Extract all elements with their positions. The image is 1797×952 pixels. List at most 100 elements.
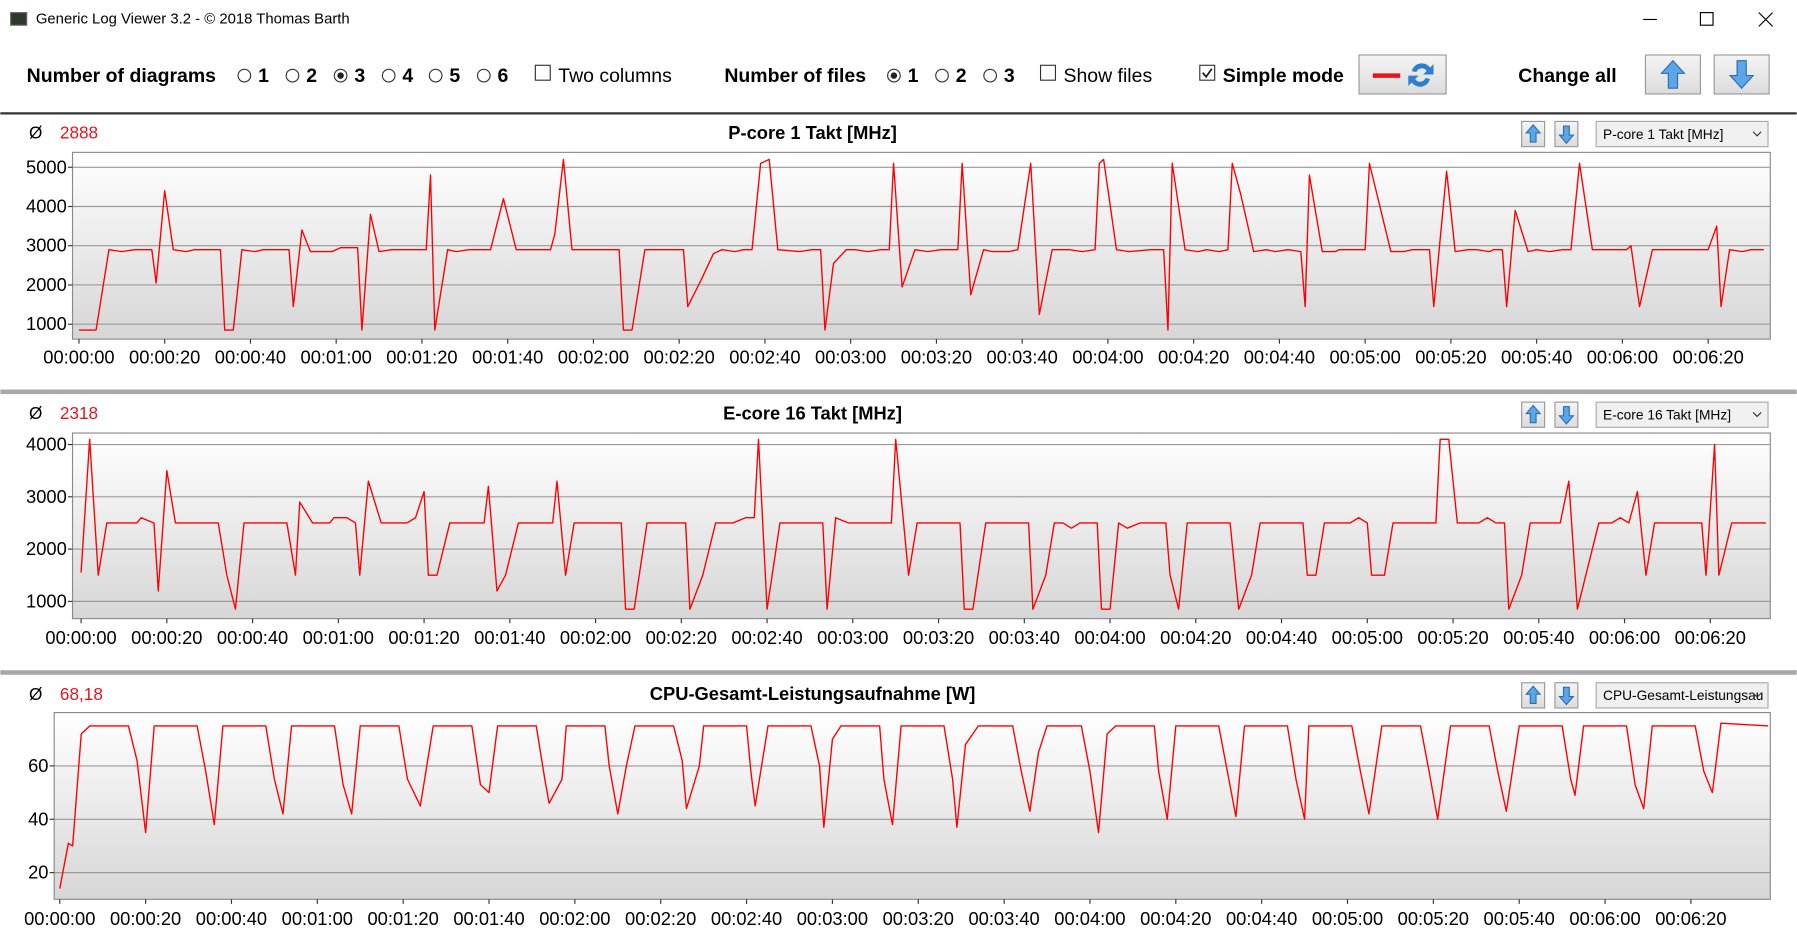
move-up-button[interactable] (1521, 120, 1546, 148)
dropdown-arrow (1752, 692, 1762, 698)
down-arrow (1558, 406, 1575, 425)
y-tick-label: 3000 (26, 235, 67, 256)
data-line (80, 438, 1767, 610)
x-tick-label: 00:01:00 (303, 627, 374, 648)
checkbox-box[interactable] (534, 64, 551, 81)
diagrams-label: Number of diagrams (27, 65, 216, 87)
dropdown-box (1595, 682, 1769, 709)
x-tick-label: 00:05:20 (1417, 627, 1488, 648)
dropdown-arrow (1752, 131, 1762, 137)
x-tick-label: 00:00:00 (24, 908, 95, 929)
data-line (59, 722, 1769, 889)
x-tick-label: 00:00:00 (43, 346, 114, 367)
change-all-label: Change all (1518, 65, 1616, 87)
x-tick-label: 00:06:20 (1672, 346, 1743, 367)
checkbox[interactable]: Two columns (534, 64, 672, 87)
x-tick-label: 00:02:40 (729, 346, 800, 367)
channel-dropdown[interactable]: E-core 16 Takt [MHz] (1595, 401, 1769, 428)
x-tick-label: 00:05:20 (1415, 346, 1486, 367)
radio-button[interactable] (285, 68, 300, 83)
radio-option[interactable]: 3 (333, 65, 365, 87)
x-tick-label: 00:04:00 (1074, 627, 1145, 648)
radio-button[interactable] (381, 68, 396, 83)
x-tick-label: 00:02:20 (625, 908, 696, 929)
x-tick-label: 00:02:40 (711, 908, 782, 929)
channel-dropdown[interactable]: CPU-Gesamt-Leistungsau (1595, 682, 1769, 709)
move-down-button[interactable] (1554, 401, 1579, 428)
x-tick-label: 00:05:40 (1484, 908, 1555, 929)
all-down-button[interactable] (1713, 54, 1770, 95)
radio-option[interactable]: 4 (381, 65, 413, 87)
avg-value: 68,18 (60, 684, 103, 704)
x-tick-label: 00:05:00 (1312, 908, 1383, 929)
x-tick-label: 00:00:40 (196, 908, 267, 929)
checkbox[interactable]: Show files (1039, 64, 1153, 87)
x-tick-label: 00:01:20 (368, 908, 439, 929)
y-tick-label: 4000 (26, 195, 67, 216)
move-down-button[interactable] (1554, 120, 1579, 148)
move-up-button[interactable] (1521, 682, 1546, 709)
files-label: Number of files (724, 65, 866, 87)
x-tick-label: 00:06:00 (1589, 627, 1660, 648)
line-style-button[interactable] (1358, 54, 1447, 95)
move-up-button[interactable] (1521, 401, 1546, 428)
x-tick-label: 00:01:20 (388, 627, 459, 648)
x-tick-label: 00:05:00 (1332, 627, 1403, 648)
maximize-button[interactable] (1699, 12, 1714, 26)
radio-option[interactable]: 3 (983, 65, 1015, 87)
avg-value: 2888 (60, 123, 98, 143)
checkbox-box[interactable] (1199, 64, 1216, 81)
radio-option[interactable]: 6 (476, 65, 509, 87)
x-tick-label: 00:05:00 (1330, 346, 1401, 367)
x-tick-label: 00:01:40 (472, 346, 543, 367)
x-tick-label: 00:03:00 (817, 627, 888, 648)
checkbox-box[interactable] (1039, 64, 1057, 81)
all-up-button[interactable] (1644, 54, 1701, 95)
checkbox[interactable]: Simple mode (1199, 64, 1344, 87)
radio-label: 1 (908, 65, 919, 87)
up-arrow (1525, 685, 1542, 704)
x-tick-label: 00:00:00 (45, 627, 116, 648)
x-tick-label: 00:04:00 (1072, 346, 1143, 367)
x-tick-label: 00:03:40 (987, 346, 1058, 367)
down-arrow (1558, 686, 1575, 706)
radio-button[interactable] (935, 68, 949, 83)
radio-option[interactable]: 2 (285, 65, 317, 87)
x-tick-label: 00:03:20 (901, 346, 972, 367)
radio-option[interactable]: 1 (887, 65, 919, 87)
x-tick-label: 00:00:20 (129, 346, 200, 367)
x-tick-label: 00:03:40 (968, 908, 1039, 929)
y-tick-label: 1000 (26, 313, 67, 334)
radio-button[interactable] (983, 68, 998, 83)
radio-option[interactable]: 2 (935, 65, 967, 87)
radio-button[interactable] (476, 68, 491, 83)
radio-label: 3 (1004, 65, 1015, 87)
panel-separator (0, 670, 1797, 675)
dropdown-box (1595, 120, 1769, 148)
radio-button[interactable] (428, 68, 443, 83)
avg-symbol: Ø (29, 403, 42, 423)
x-tick-label: 00:02:00 (558, 346, 629, 367)
y-tick-label: 1000 (26, 590, 67, 611)
radio-button[interactable] (237, 68, 252, 83)
up-arrow (1525, 404, 1542, 424)
radio-option[interactable]: 1 (237, 65, 269, 87)
move-down-button[interactable] (1554, 682, 1579, 709)
dropdown-box (1595, 401, 1769, 428)
x-tick-label: 00:02:40 (731, 627, 802, 648)
checkbox-check (1201, 68, 1213, 79)
x-tick-label: 00:03:40 (989, 627, 1060, 648)
x-tick-label: 00:01:20 (386, 346, 457, 367)
x-tick-label: 00:02:00 (560, 627, 631, 648)
x-tick-label: 00:02:00 (539, 908, 610, 929)
x-tick-label: 00:06:00 (1587, 346, 1658, 367)
x-tick-label: 00:05:40 (1501, 346, 1572, 367)
app-icon (10, 12, 28, 26)
y-tick-label: 5000 (26, 156, 67, 177)
x-tick-label: 00:06:00 (1569, 908, 1640, 929)
close-button[interactable] (1758, 12, 1774, 27)
channel-dropdown[interactable]: P-core 1 Takt [MHz] (1595, 120, 1769, 148)
radio-option[interactable]: 5 (428, 65, 460, 87)
